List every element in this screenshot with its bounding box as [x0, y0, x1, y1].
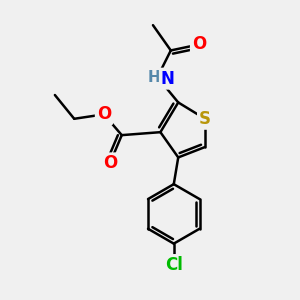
Text: O: O	[97, 105, 111, 123]
Text: S: S	[199, 110, 211, 128]
Text: O: O	[103, 154, 117, 172]
Text: N: N	[161, 70, 175, 88]
Text: O: O	[192, 35, 206, 53]
Text: Cl: Cl	[165, 256, 183, 274]
Text: H: H	[148, 70, 161, 85]
